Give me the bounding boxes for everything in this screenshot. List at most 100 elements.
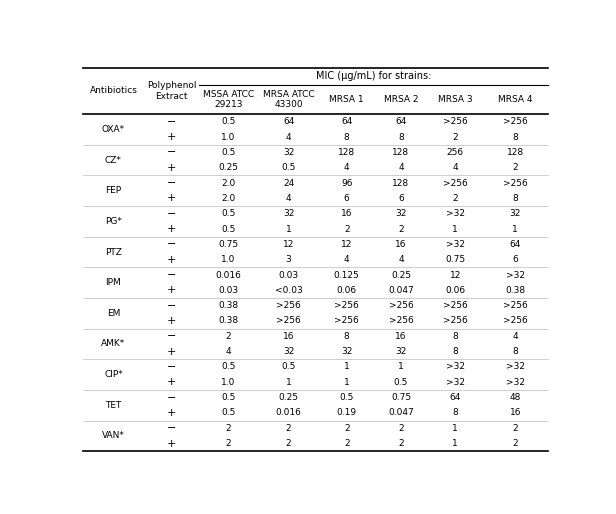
Text: 8: 8 [452, 332, 458, 341]
Text: MRSA ATCC
43300: MRSA ATCC 43300 [263, 90, 314, 109]
Text: +: + [167, 132, 176, 142]
Text: 2: 2 [398, 225, 403, 233]
Text: 1: 1 [286, 225, 291, 233]
Text: 0.5: 0.5 [221, 362, 236, 372]
Text: 0.06: 0.06 [336, 286, 357, 295]
Text: >256: >256 [443, 317, 468, 325]
Text: +: + [167, 346, 176, 357]
Text: OXA*: OXA* [102, 125, 125, 134]
Text: >256: >256 [443, 178, 468, 188]
Text: 12: 12 [283, 240, 294, 249]
Text: 16: 16 [283, 332, 294, 341]
Text: 8: 8 [513, 194, 518, 203]
Text: 8: 8 [452, 347, 458, 356]
Text: >256: >256 [503, 301, 528, 310]
Text: >32: >32 [506, 362, 525, 372]
Text: 0.016: 0.016 [216, 270, 241, 280]
Text: 0.5: 0.5 [282, 163, 296, 172]
Text: −: − [167, 240, 176, 249]
Text: −: − [167, 362, 176, 372]
Text: −: − [167, 270, 176, 280]
Text: 1: 1 [398, 362, 404, 372]
Text: MIC (μg/mL) for strains:: MIC (μg/mL) for strains: [316, 71, 432, 81]
Text: 32: 32 [283, 209, 294, 218]
Text: 2: 2 [344, 225, 349, 233]
Text: >256: >256 [443, 301, 468, 310]
Text: >256: >256 [503, 317, 528, 325]
Text: 4: 4 [344, 255, 349, 264]
Text: 1.0: 1.0 [221, 133, 236, 141]
Text: 0.75: 0.75 [219, 240, 238, 249]
Text: 2: 2 [344, 424, 349, 433]
Text: +: + [167, 254, 176, 265]
Text: 2: 2 [286, 439, 291, 448]
Text: 3: 3 [286, 255, 291, 264]
Text: EM: EM [107, 309, 120, 318]
Text: 6: 6 [398, 194, 404, 203]
Text: 16: 16 [509, 409, 521, 417]
Text: −: − [167, 393, 176, 402]
Text: 0.5: 0.5 [221, 225, 236, 233]
Text: 0.5: 0.5 [221, 393, 236, 402]
Text: 32: 32 [395, 347, 407, 356]
Text: 32: 32 [283, 148, 294, 157]
Text: 0.5: 0.5 [282, 362, 296, 372]
Text: 64: 64 [450, 393, 461, 402]
Text: 6: 6 [344, 194, 349, 203]
Text: 1.0: 1.0 [221, 255, 236, 264]
Text: −: − [167, 332, 176, 341]
Text: 16: 16 [395, 332, 407, 341]
Text: 1: 1 [452, 424, 458, 433]
Text: IPM: IPM [105, 278, 121, 287]
Text: 128: 128 [338, 148, 355, 157]
Text: 0.75: 0.75 [445, 255, 465, 264]
Text: >256: >256 [276, 301, 301, 310]
Text: 1.0: 1.0 [221, 378, 236, 387]
Text: −: − [167, 148, 176, 157]
Text: 1: 1 [286, 378, 291, 387]
Text: 0.016: 0.016 [275, 409, 301, 417]
Text: 128: 128 [507, 148, 524, 157]
Text: MSSA ATCC
29213: MSSA ATCC 29213 [203, 90, 254, 109]
Text: >256: >256 [334, 301, 359, 310]
Text: +: + [167, 438, 176, 449]
Text: >256: >256 [276, 317, 301, 325]
Text: 1: 1 [452, 225, 458, 233]
Text: 0.5: 0.5 [394, 378, 408, 387]
Text: 32: 32 [283, 347, 294, 356]
Text: 6: 6 [513, 255, 518, 264]
Text: FEP: FEP [105, 186, 121, 195]
Text: >256: >256 [443, 117, 468, 126]
Text: +: + [167, 193, 176, 204]
Text: 1: 1 [344, 378, 349, 387]
Text: 2: 2 [513, 163, 518, 172]
Text: 1: 1 [344, 362, 349, 372]
Text: 1: 1 [452, 439, 458, 448]
Text: +: + [167, 163, 176, 173]
Text: CZ*: CZ* [105, 156, 122, 164]
Text: +: + [167, 316, 176, 326]
Text: 1: 1 [513, 225, 518, 233]
Text: 32: 32 [509, 209, 521, 218]
Text: −: − [167, 301, 176, 310]
Text: 0.047: 0.047 [388, 409, 414, 417]
Text: Polyphenol
Extract: Polyphenol Extract [147, 81, 197, 101]
Text: 2: 2 [513, 439, 518, 448]
Text: 0.38: 0.38 [219, 317, 238, 325]
Text: CIP*: CIP* [104, 370, 123, 379]
Text: 0.5: 0.5 [221, 148, 236, 157]
Text: >32: >32 [506, 378, 525, 387]
Text: 2: 2 [452, 133, 458, 141]
Text: 4: 4 [513, 332, 518, 341]
Text: +: + [167, 285, 176, 296]
Text: MRSA 3: MRSA 3 [438, 95, 472, 104]
Text: 2: 2 [398, 439, 403, 448]
Text: 0.047: 0.047 [388, 286, 414, 295]
Text: 2: 2 [452, 194, 458, 203]
Text: 4: 4 [398, 255, 403, 264]
Text: 8: 8 [513, 347, 518, 356]
Text: >32: >32 [446, 362, 464, 372]
Text: 4: 4 [344, 163, 349, 172]
Text: 8: 8 [344, 133, 349, 141]
Text: −: − [167, 209, 176, 218]
